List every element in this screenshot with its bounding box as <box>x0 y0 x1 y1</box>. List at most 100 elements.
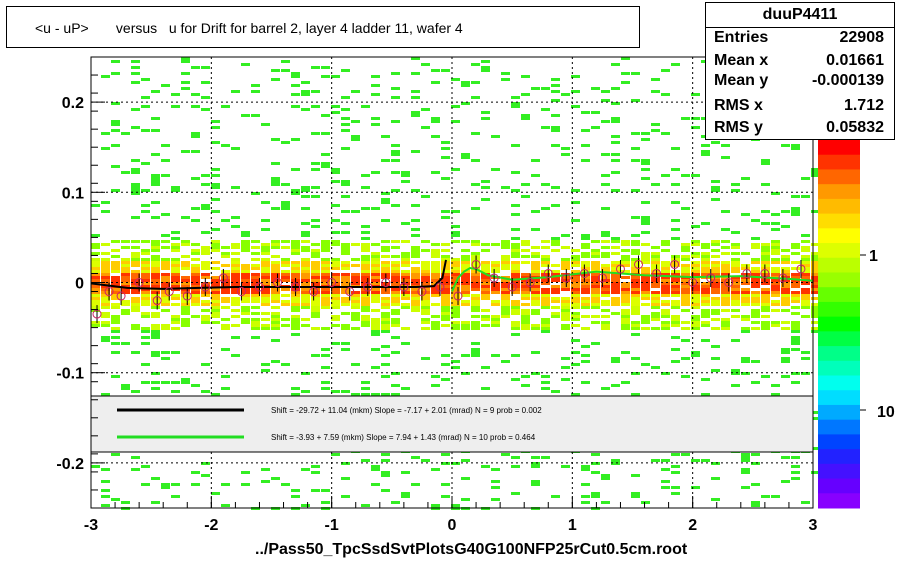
heatmap-cell <box>651 78 660 81</box>
heatmap-cell <box>421 195 430 198</box>
heatmap-cell <box>631 234 640 237</box>
heatmap-cell <box>251 84 260 87</box>
heatmap-cell <box>421 327 430 330</box>
heatmap-cell <box>571 258 580 261</box>
heatmap-cell <box>661 69 670 72</box>
heatmap-cell <box>121 501 130 504</box>
heatmap-cell <box>411 234 420 237</box>
x-tick-label: -3 <box>84 517 98 534</box>
heatmap-cell <box>641 138 650 141</box>
profile-point <box>218 273 228 283</box>
heatmap-cell <box>311 252 320 255</box>
heatmap-cell <box>791 330 800 333</box>
heatmap-cell <box>321 132 330 135</box>
heatmap-cell <box>361 315 370 318</box>
heatmap-cell <box>511 213 520 216</box>
heatmap-cell <box>781 360 790 363</box>
heatmap-cell <box>381 192 390 195</box>
heatmap-cell <box>731 276 740 279</box>
heatmap-cell <box>221 387 230 390</box>
heatmap-cell <box>601 153 610 156</box>
heatmap-cell <box>341 288 350 291</box>
heatmap-cell <box>691 459 700 462</box>
heatmap-cell <box>811 309 820 312</box>
heatmap-cell <box>551 495 560 498</box>
heatmap-cell <box>391 324 400 327</box>
heatmap-cell <box>661 288 670 291</box>
heatmap-cell <box>511 465 520 468</box>
heatmap-cell <box>151 279 160 282</box>
heatmap-cell <box>101 324 110 327</box>
heatmap-cell <box>101 336 110 339</box>
color-scale-step <box>818 331 860 347</box>
heatmap-cell <box>461 81 470 84</box>
heatmap-cell <box>371 243 380 246</box>
heatmap-cell <box>421 273 430 276</box>
heatmap-cell <box>531 291 540 294</box>
heatmap-cell <box>351 120 360 123</box>
heatmap-cell <box>151 243 160 246</box>
heatmap-cell <box>111 264 120 267</box>
heatmap-cell <box>651 300 660 303</box>
heatmap-cell <box>751 270 760 273</box>
heatmap-cell <box>151 294 160 297</box>
heatmap-cell <box>271 267 280 270</box>
heatmap-cell <box>301 189 310 192</box>
heatmap-cell <box>571 282 580 285</box>
heatmap-cell <box>801 306 810 309</box>
heatmap-cell <box>481 294 490 297</box>
heatmap-cell <box>251 258 260 261</box>
heatmap-cell <box>481 309 490 312</box>
heatmap-cell <box>211 168 220 171</box>
heatmap-cell <box>651 291 660 294</box>
heatmap-cell <box>461 459 470 462</box>
heatmap-cell <box>201 264 210 267</box>
profile-point <box>688 278 698 287</box>
heatmap-cell <box>551 297 560 300</box>
heatmap-cell <box>571 363 580 366</box>
heatmap-cell <box>371 258 380 261</box>
heatmap-cell <box>381 474 390 477</box>
heatmap-cell <box>211 300 220 303</box>
heatmap-cell <box>601 477 610 480</box>
heatmap-cell <box>791 339 800 342</box>
heatmap-cell <box>661 240 670 243</box>
heatmap-cell <box>161 303 170 306</box>
heatmap-cell <box>651 315 660 318</box>
heatmap-cell <box>651 267 660 270</box>
heatmap-cell <box>791 471 800 474</box>
heatmap-cell <box>381 255 390 258</box>
heatmap-cell <box>441 363 450 366</box>
heatmap-cell <box>621 249 630 252</box>
heatmap-cell <box>591 342 600 345</box>
heatmap-cell <box>811 270 820 273</box>
heatmap-cell <box>211 141 220 144</box>
heatmap-cell <box>761 183 770 186</box>
heatmap-cell <box>441 276 450 279</box>
heatmap-cell <box>671 303 680 306</box>
heatmap-cell <box>381 471 390 474</box>
heatmap-cell <box>561 234 570 237</box>
heatmap-cell <box>431 324 440 327</box>
heatmap-cell <box>171 294 180 297</box>
heatmap-cell <box>201 462 210 465</box>
heatmap-cell <box>321 291 330 294</box>
heatmap-cell <box>321 75 330 78</box>
heatmap-cell <box>231 90 240 93</box>
heatmap-cell <box>731 291 740 294</box>
heatmap-cell <box>241 264 250 267</box>
heatmap-cell <box>661 249 670 252</box>
heatmap-cell <box>521 243 530 246</box>
heatmap-cell <box>321 240 330 243</box>
heatmap-cell <box>141 327 150 330</box>
heatmap-cell <box>131 468 140 471</box>
heatmap-cell <box>601 282 610 285</box>
heatmap-cell <box>231 225 240 228</box>
heatmap-cell <box>791 336 800 339</box>
heatmap-cell <box>471 273 480 276</box>
heatmap-cell <box>631 492 640 495</box>
heatmap-cell <box>581 243 590 246</box>
heatmap-cell <box>761 267 770 270</box>
heatmap-cell <box>101 480 110 483</box>
heatmap-cell <box>281 183 290 186</box>
